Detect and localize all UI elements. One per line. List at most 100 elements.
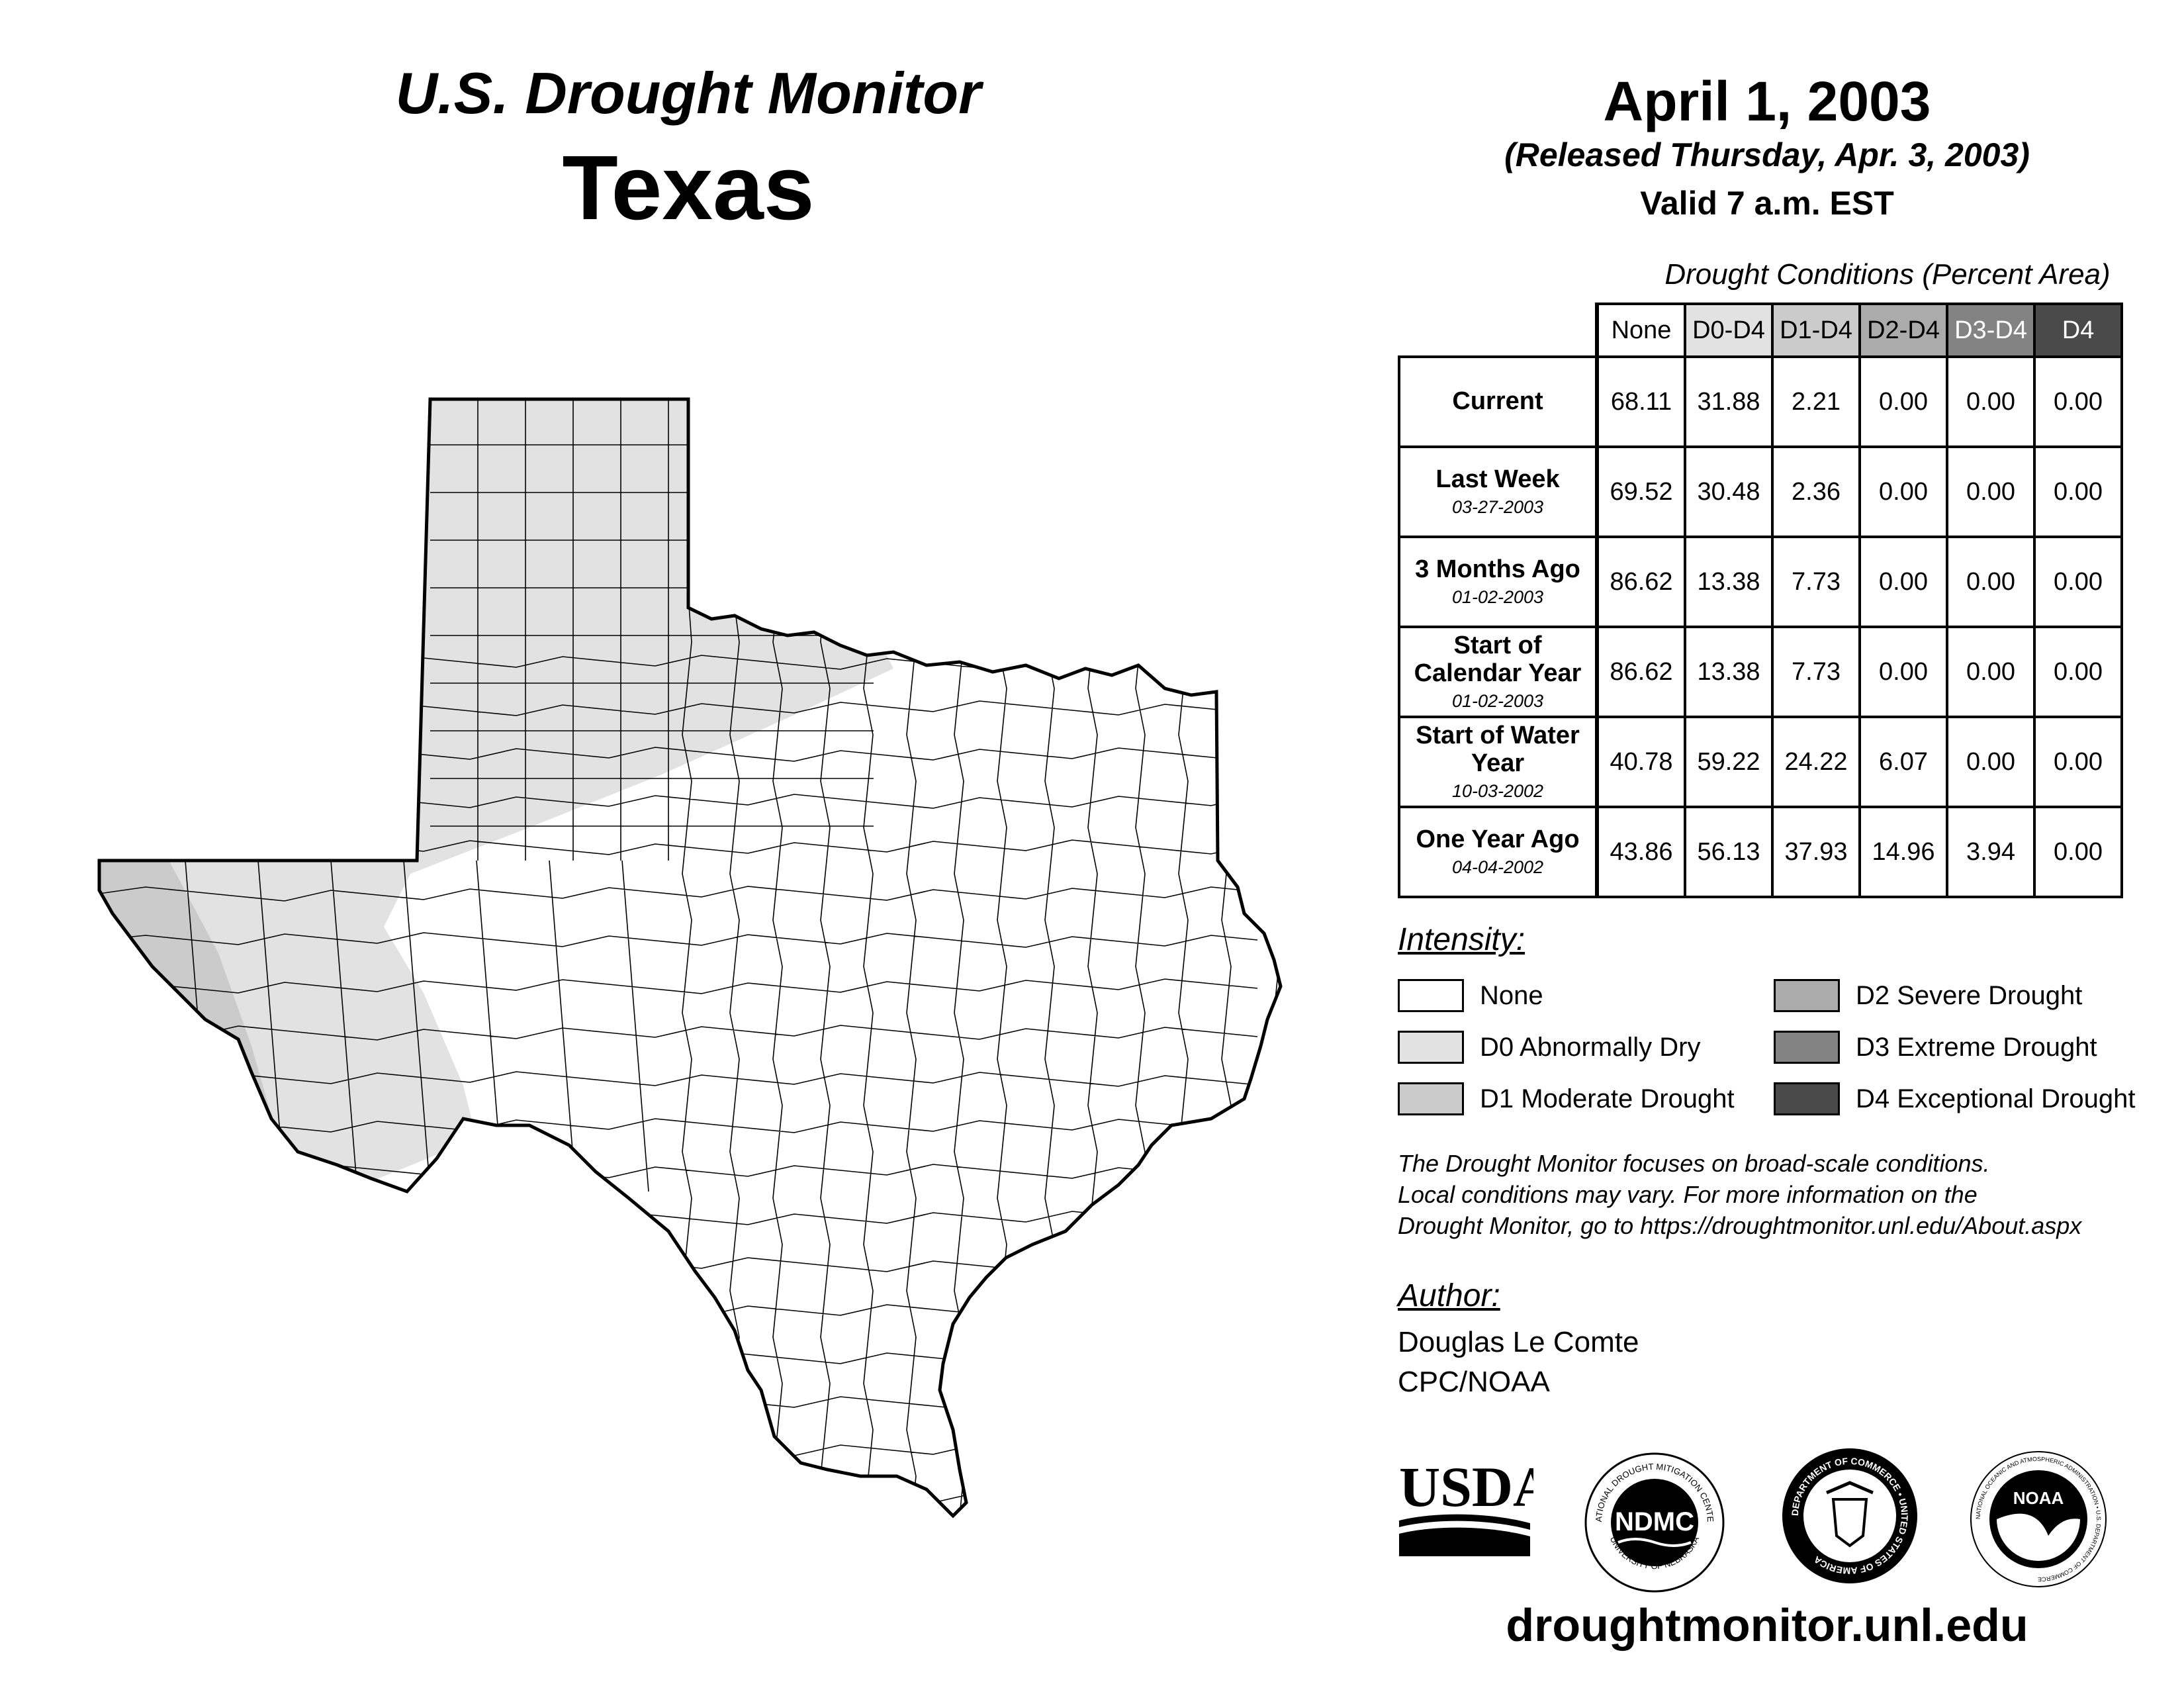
table-cell: 13.38	[1684, 536, 1774, 628]
table-row: One Year Ago 04-04-2002 43.86 56.13 37.93 14.…	[1398, 806, 2123, 898]
table-row: 3 Months Ago 01-02-2003 86.62 13.38 7.73 0.00…	[1398, 536, 2123, 628]
legend-label: D3 Extreme Drought	[1856, 1032, 2097, 1062]
col-header-d1-d4: D1-D4	[1771, 303, 1861, 358]
table-cell: 0.00	[2033, 716, 2123, 808]
legend-item-d2: D2 Severe Drought	[1774, 978, 2082, 1013]
release-date: (Released Thursday, Apr. 3, 2003)	[1504, 136, 2030, 173]
table-row: Last Week 03-27-2003 69.52 30.48 2.36 0.00 0.0…	[1398, 445, 2123, 538]
table-cell: 0.00	[1858, 536, 1948, 628]
table-cell: 14.96	[1858, 806, 1948, 898]
legend-swatch	[1398, 1082, 1464, 1115]
website-link[interactable]: droughtmonitor.unl.edu	[1506, 1599, 2028, 1651]
table-cell: 0.00	[1858, 445, 1948, 538]
disclaimer-line: The Drought Monitor focuses on broad-sca…	[1398, 1150, 1990, 1177]
legend-item-d3: D3 Extreme Drought	[1774, 1030, 2097, 1064]
table-cell: 86.62	[1595, 626, 1686, 718]
table-cell: 0.00	[1946, 445, 2036, 538]
row-date: 01-02-2003	[1451, 587, 1544, 608]
disclaimer: The Drought Monitor focuses on broad-sca…	[1398, 1149, 2179, 1241]
table-cell: 68.11	[1595, 355, 1686, 448]
legend-item-d0: D0 Abnormally Dry	[1398, 1030, 1700, 1064]
table-cell: 69.52	[1595, 445, 1686, 538]
row-date: 10-03-2002	[1451, 780, 1544, 801]
table-cell: 0.00	[1946, 716, 2036, 808]
table-cell: 59.22	[1684, 716, 1774, 808]
table-row: Start of Calendar Year 01-02-2003 86.62 13.…	[1398, 626, 2123, 718]
row-label: One Year Ago 04-04-2002	[1398, 806, 1598, 898]
table-cell: 40.78	[1595, 716, 1686, 808]
col-header-d4: D4	[2033, 303, 2123, 358]
disclaimer-line: Local conditions may vary. For more info…	[1398, 1180, 1978, 1208]
table-cell: 0.00	[1858, 626, 1948, 718]
table-cell: 3.94	[1946, 806, 2036, 898]
table-cell: 0.00	[1946, 355, 2036, 448]
row-label: Current	[1398, 355, 1598, 448]
row-label-text: One Year Ago	[1416, 825, 1580, 854]
valid-time: Valid 7 a.m. EST	[1640, 185, 1894, 222]
legend-swatch	[1398, 1031, 1464, 1064]
legend-title: Intensity:	[1398, 922, 1525, 957]
row-label-text: Last Week	[1435, 465, 1560, 494]
table-cell: 31.88	[1684, 355, 1774, 448]
legend-label: None	[1480, 980, 1543, 1010]
row-label: Last Week 03-27-2003	[1398, 445, 1598, 538]
table-row: Start of Water Year 10-03-2002 40.78 59.22 2…	[1398, 716, 2123, 808]
table-cell: 0.00	[2033, 536, 2123, 628]
legend-swatch	[1774, 1082, 1840, 1115]
disclaimer-line: Drought Monitor, go to https://droughtmo…	[1398, 1211, 2082, 1239]
ndmc-logo-text: NDMC	[1615, 1507, 1694, 1536]
row-label-text: Current	[1452, 387, 1543, 416]
table-cell: 43.86	[1595, 806, 1686, 898]
legend-label: D0 Abnormally Dry	[1480, 1032, 1701, 1062]
texas-border	[97, 397, 1283, 1519]
table-cell: 30.48	[1684, 445, 1774, 538]
table-cell: 24.22	[1771, 716, 1861, 808]
table-cell: 0.00	[1858, 355, 1948, 448]
row-label-text: Start of Water Year	[1416, 722, 1580, 778]
doc-seal-icon: DEPARTMENT OF COMMERCE • UNITED STATES O…	[1782, 1448, 1917, 1583]
table-cell: 0.00	[2033, 355, 2123, 448]
table-cell: 7.73	[1771, 626, 1861, 718]
col-header-none: None	[1595, 303, 1686, 358]
table-cell: 86.62	[1595, 536, 1686, 628]
legend-item-none: None	[1398, 978, 1543, 1013]
legend-swatch	[1398, 979, 1464, 1012]
legend-item-d1: D1 Moderate Drought	[1398, 1082, 1735, 1116]
table-cell: 56.13	[1684, 806, 1774, 898]
row-label: 3 Months Ago 01-02-2003	[1398, 536, 1598, 628]
table-cell: 7.73	[1771, 536, 1861, 628]
row-date: 01-02-2003	[1451, 690, 1544, 711]
table-row: Current 68.11 31.88 2.21 0.00 0.00 0.00	[1398, 355, 2123, 448]
legend-swatch	[1774, 1031, 1840, 1064]
table-cell: 0.00	[1946, 536, 2036, 628]
map-title: U.S. Drought Monitor	[395, 60, 981, 126]
map-date: April 1, 2003	[1603, 70, 1931, 132]
texas-drought-map	[97, 397, 1283, 1519]
texas-outline	[99, 399, 1281, 1516]
table-cell: 6.07	[1858, 716, 1948, 808]
author-org: CPC/NOAA	[1398, 1366, 1550, 1398]
author-heading: Author:	[1398, 1278, 1500, 1313]
table-cell: 2.36	[1771, 445, 1861, 538]
row-label-text: 3 Months Ago	[1415, 555, 1580, 584]
table-cell: 0.00	[1946, 626, 2036, 718]
legend-label: D2 Severe Drought	[1856, 980, 2083, 1010]
row-label: Start of Calendar Year 01-02-2003	[1398, 626, 1598, 718]
table-cell: 0.00	[2033, 445, 2123, 538]
row-date: 04-04-2002	[1451, 857, 1544, 878]
col-header-d0-d4: D0-D4	[1684, 303, 1774, 358]
table-cell: 0.00	[2033, 626, 2123, 718]
table-cell: 0.00	[2033, 806, 2123, 898]
drought-conditions-table: None D0-D4 D1-D4 D2-D4 D3-D4 D4 Current 6…	[1398, 303, 2123, 898]
col-header-d2-d4: D2-D4	[1858, 303, 1948, 358]
noaa-logo-icon: NATIONAL OCEANIC AND ATMOSPHERIC ADMINIS…	[1970, 1451, 2107, 1587]
row-label-text: Start of Calendar Year	[1414, 632, 1582, 688]
table-cell: 2.21	[1771, 355, 1861, 448]
table-corner	[1399, 304, 1597, 357]
legend-label: D1 Moderate Drought	[1480, 1084, 1735, 1113]
ndmc-logo-icon: NATIONAL DROUGHT MITIGATION CENTER UNIVE…	[1582, 1450, 1725, 1593]
table-cell: 13.38	[1684, 626, 1774, 718]
table-caption: Drought Conditions (Percent Area)	[1664, 258, 2111, 291]
legend-item-d4: D4 Exceptional Drought	[1774, 1082, 2135, 1116]
